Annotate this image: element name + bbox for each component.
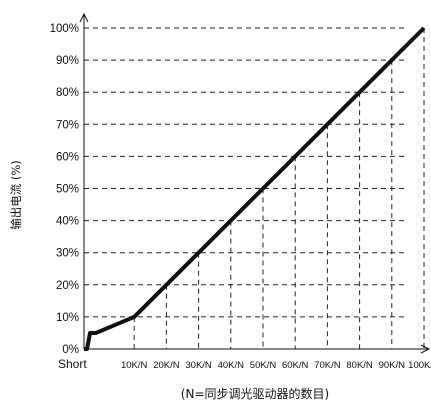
x-tick-label: 20K/N	[153, 360, 180, 371]
x-tick-label: 80K/N	[346, 360, 373, 371]
x-tick-label: 50K/N	[250, 360, 277, 371]
x-tick-label: 10K/N	[121, 360, 148, 371]
y-tick-label: 50%	[56, 184, 79, 196]
y-tick-label: 10%	[56, 312, 79, 324]
x-tick-label-short: Short	[58, 357, 87, 371]
x-tick-label: 90K/N	[379, 360, 406, 371]
x-tick-label: 30K/N	[185, 360, 212, 371]
y-axis-arrow	[79, 12, 89, 23]
y-tick-label: 20%	[56, 280, 79, 292]
y-tick-label: 80%	[56, 87, 79, 99]
x-axis-label: (N=同步调光驱动器的数目)	[181, 386, 329, 401]
x-axis-arrow	[420, 344, 431, 354]
series-line	[84, 26, 426, 351]
x-tick-label: 70K/N	[314, 360, 341, 371]
y-axis-label: 输出电流 (%)	[9, 160, 23, 230]
x-tick-label: 60K/N	[282, 360, 309, 371]
y-tick-label: 40%	[56, 216, 79, 228]
y-tick-label: 0%	[62, 344, 79, 356]
x-tick-label: 100K/N	[408, 360, 431, 371]
y-tick-label: 70%	[56, 119, 79, 131]
y-tick-label: 30%	[56, 248, 79, 260]
y-tick-label: 60%	[56, 151, 79, 163]
x-tick-label: 40K/N	[218, 360, 245, 371]
y-tick-label: 90%	[56, 55, 79, 67]
y-tick-label: 100%	[50, 23, 79, 35]
